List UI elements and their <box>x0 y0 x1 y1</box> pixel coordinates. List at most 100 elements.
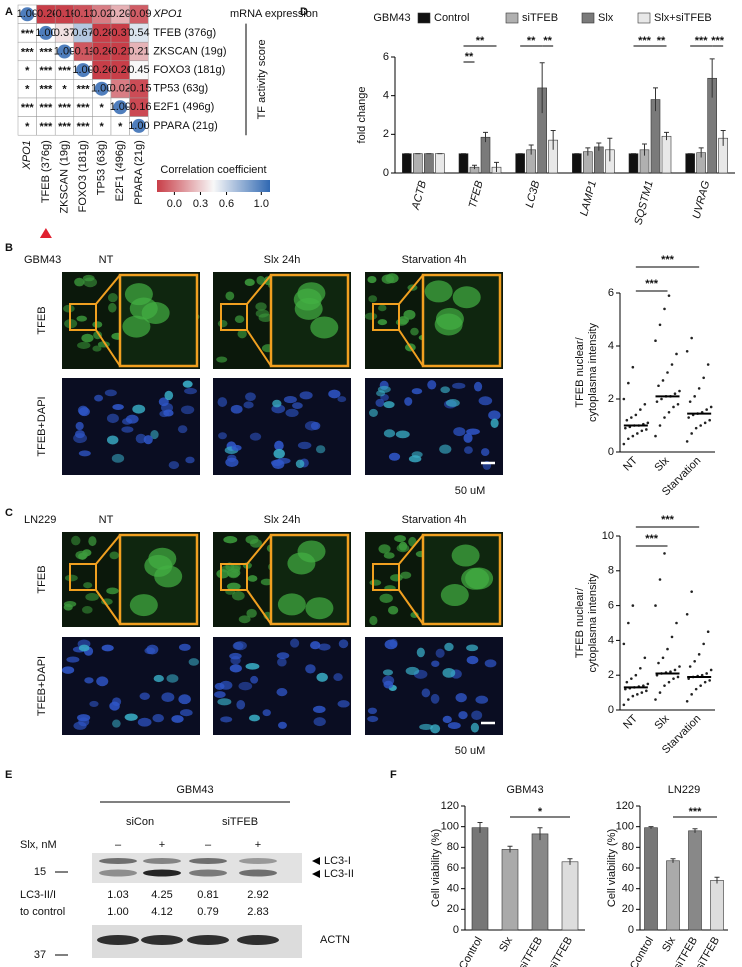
condition-label: Starvation 4h <box>402 514 467 526</box>
cell <box>228 570 240 579</box>
cell <box>106 413 119 424</box>
data-point <box>685 613 689 616</box>
cell <box>112 404 124 411</box>
chart-title: GBM43 <box>373 12 410 24</box>
cell <box>421 688 431 698</box>
column-label: ZKSCAN (19g) <box>58 140 70 213</box>
cell-line: GBM43 <box>176 784 213 796</box>
cell <box>220 716 233 723</box>
group-label: siCon <box>126 816 154 828</box>
y-axis-label: TFEB nuclear/ <box>574 587 586 658</box>
cell <box>153 674 164 683</box>
cell-zoom <box>440 584 469 607</box>
column-label: FOXO3 (181g) <box>77 140 89 212</box>
cell <box>111 453 125 463</box>
bar <box>710 880 724 931</box>
significance-stars: * <box>100 102 105 114</box>
data-point <box>646 421 650 425</box>
column-label: TP53 (63g) <box>96 140 108 195</box>
legend-swatch <box>637 12 651 24</box>
micrograph <box>213 637 351 735</box>
cell <box>430 724 441 734</box>
legend-swatch <box>417 12 431 24</box>
panel-label: A <box>5 6 13 18</box>
error-bar <box>507 845 513 853</box>
data-point <box>624 687 627 691</box>
cell <box>161 692 175 702</box>
cell-value: 0.54 <box>128 27 149 39</box>
cell <box>313 717 326 727</box>
data-point <box>634 673 638 677</box>
data-point <box>627 621 630 625</box>
significance-label: *** <box>711 35 725 47</box>
legend-swatch <box>505 12 519 24</box>
error-bar <box>607 137 613 162</box>
error-bar <box>642 143 647 156</box>
legend-swatch <box>581 12 595 24</box>
data-point <box>654 339 657 343</box>
data-point <box>694 687 698 691</box>
cell <box>383 552 395 559</box>
column-label: PPARA (21g) <box>133 140 145 205</box>
significance-label: *** <box>638 35 652 47</box>
cell <box>276 652 290 659</box>
data-point <box>634 413 638 417</box>
cell <box>245 663 260 670</box>
cell <box>431 660 440 668</box>
cell <box>382 669 394 676</box>
cell-value: 1.00 <box>72 64 93 76</box>
cell-value: -0.11 <box>71 45 95 57</box>
cell <box>112 697 122 707</box>
y-tick-label: 0 <box>383 167 389 179</box>
cell <box>124 713 138 721</box>
cell <box>475 695 489 704</box>
roi-frame <box>69 303 97 331</box>
cell <box>292 402 303 409</box>
cell <box>277 657 287 667</box>
x-tick-label: Slx <box>652 454 672 474</box>
bar <box>471 827 489 931</box>
cell <box>464 446 473 454</box>
significance-stars: *** <box>21 46 35 58</box>
data-point <box>708 679 711 682</box>
x-tick-label: Control <box>457 935 485 967</box>
data-point <box>654 698 657 701</box>
significance-label: ** <box>527 35 536 47</box>
cell <box>83 582 93 589</box>
data-point <box>636 693 639 696</box>
cell <box>109 551 119 560</box>
error-bar <box>596 142 602 151</box>
treatment-sign: – <box>205 839 212 851</box>
cell <box>328 389 341 399</box>
data-point <box>643 656 647 660</box>
error-bar <box>670 858 676 863</box>
mw-marker: 37 <box>34 949 46 961</box>
cell <box>369 615 378 626</box>
legend-label: Slx <box>598 12 614 24</box>
ratio-value: 2.92 <box>247 889 268 901</box>
cell <box>445 399 460 407</box>
x-tick-label: TFEB <box>467 179 486 209</box>
significance-stars: *** <box>77 121 91 133</box>
cell <box>427 380 437 390</box>
significance-label: *** <box>661 254 675 266</box>
cell <box>337 700 350 708</box>
scale-bar-label: 50 uM <box>455 485 486 497</box>
inset-frame <box>269 273 350 368</box>
cell <box>106 435 119 445</box>
inset-frame <box>421 533 502 626</box>
mw-marker: 15 <box>34 866 46 878</box>
cell <box>367 275 377 284</box>
cell <box>63 304 75 313</box>
cell <box>164 390 174 401</box>
significance-label: *** <box>689 806 703 818</box>
data-point <box>661 379 665 382</box>
y-tick-label: 10 <box>602 530 614 542</box>
y-axis-label: TFEB nuclear/ <box>574 336 586 407</box>
cell <box>84 677 94 684</box>
row-label: XPO1 <box>152 8 182 20</box>
cell <box>73 721 87 730</box>
band-arrow <box>312 857 320 865</box>
data-point <box>658 424 662 427</box>
